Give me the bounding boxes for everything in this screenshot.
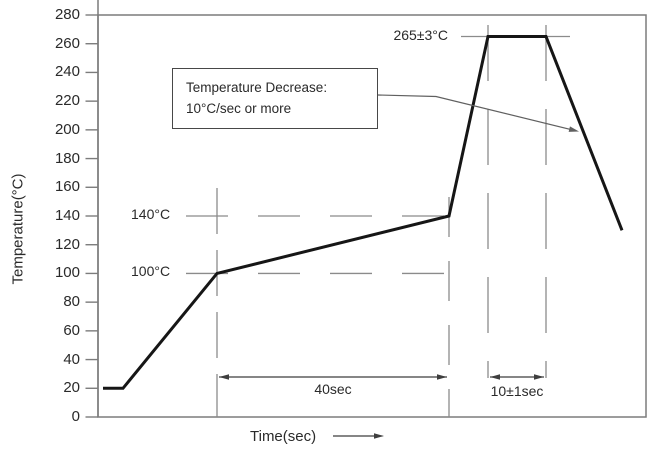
note-leader-line bbox=[377, 94, 577, 132]
peak-duration-label: 10±1sec bbox=[490, 383, 544, 399]
preheat-temperature-label: 100°C bbox=[131, 263, 171, 279]
y-tick-label: 40 bbox=[63, 350, 80, 368]
mid-temperature-label: 140°C bbox=[131, 206, 171, 222]
y-tick-label: 120 bbox=[54, 235, 80, 253]
peak-temperature-label: 265±3°C bbox=[393, 27, 448, 43]
arrowhead-left-icon bbox=[219, 374, 229, 380]
y-tick-label: 0 bbox=[71, 408, 80, 425]
arrowhead-right-icon bbox=[437, 374, 447, 380]
y-tick-label: 60 bbox=[63, 321, 80, 339]
note-line-1: Temperature Decrease: bbox=[186, 80, 328, 95]
leader-arrowhead-icon bbox=[568, 126, 579, 132]
arrowhead-left-icon bbox=[490, 374, 500, 380]
y-tick-label: 280 bbox=[54, 6, 80, 23]
y-axis-title: Temperature(°C) bbox=[9, 173, 27, 285]
temperature-profile-line bbox=[103, 35, 624, 390]
y-tick-label: 180 bbox=[54, 149, 80, 167]
y-tick-label: 260 bbox=[54, 34, 80, 52]
preheat-duration-label: 40sec bbox=[314, 381, 352, 397]
y-tick-label: 240 bbox=[54, 63, 80, 81]
y-tick-label: 200 bbox=[54, 120, 80, 138]
y-tick-label: 220 bbox=[54, 92, 80, 110]
y-tick-label: 160 bbox=[54, 178, 80, 196]
x-axis-title: Time(sec) bbox=[250, 428, 317, 445]
y-tick-label: 100 bbox=[54, 264, 80, 282]
note-line-2: 10°C/sec or more bbox=[186, 101, 292, 116]
arrowhead-right-icon bbox=[374, 433, 384, 439]
y-tick-label: 140 bbox=[54, 207, 80, 224]
temperature-decrease-note-box: Temperature Decrease: 10°C/sec or more bbox=[172, 68, 378, 129]
y-tick-label: 20 bbox=[63, 379, 80, 397]
arrowhead-right-icon bbox=[534, 374, 544, 380]
y-tick-label: 80 bbox=[63, 293, 80, 311]
